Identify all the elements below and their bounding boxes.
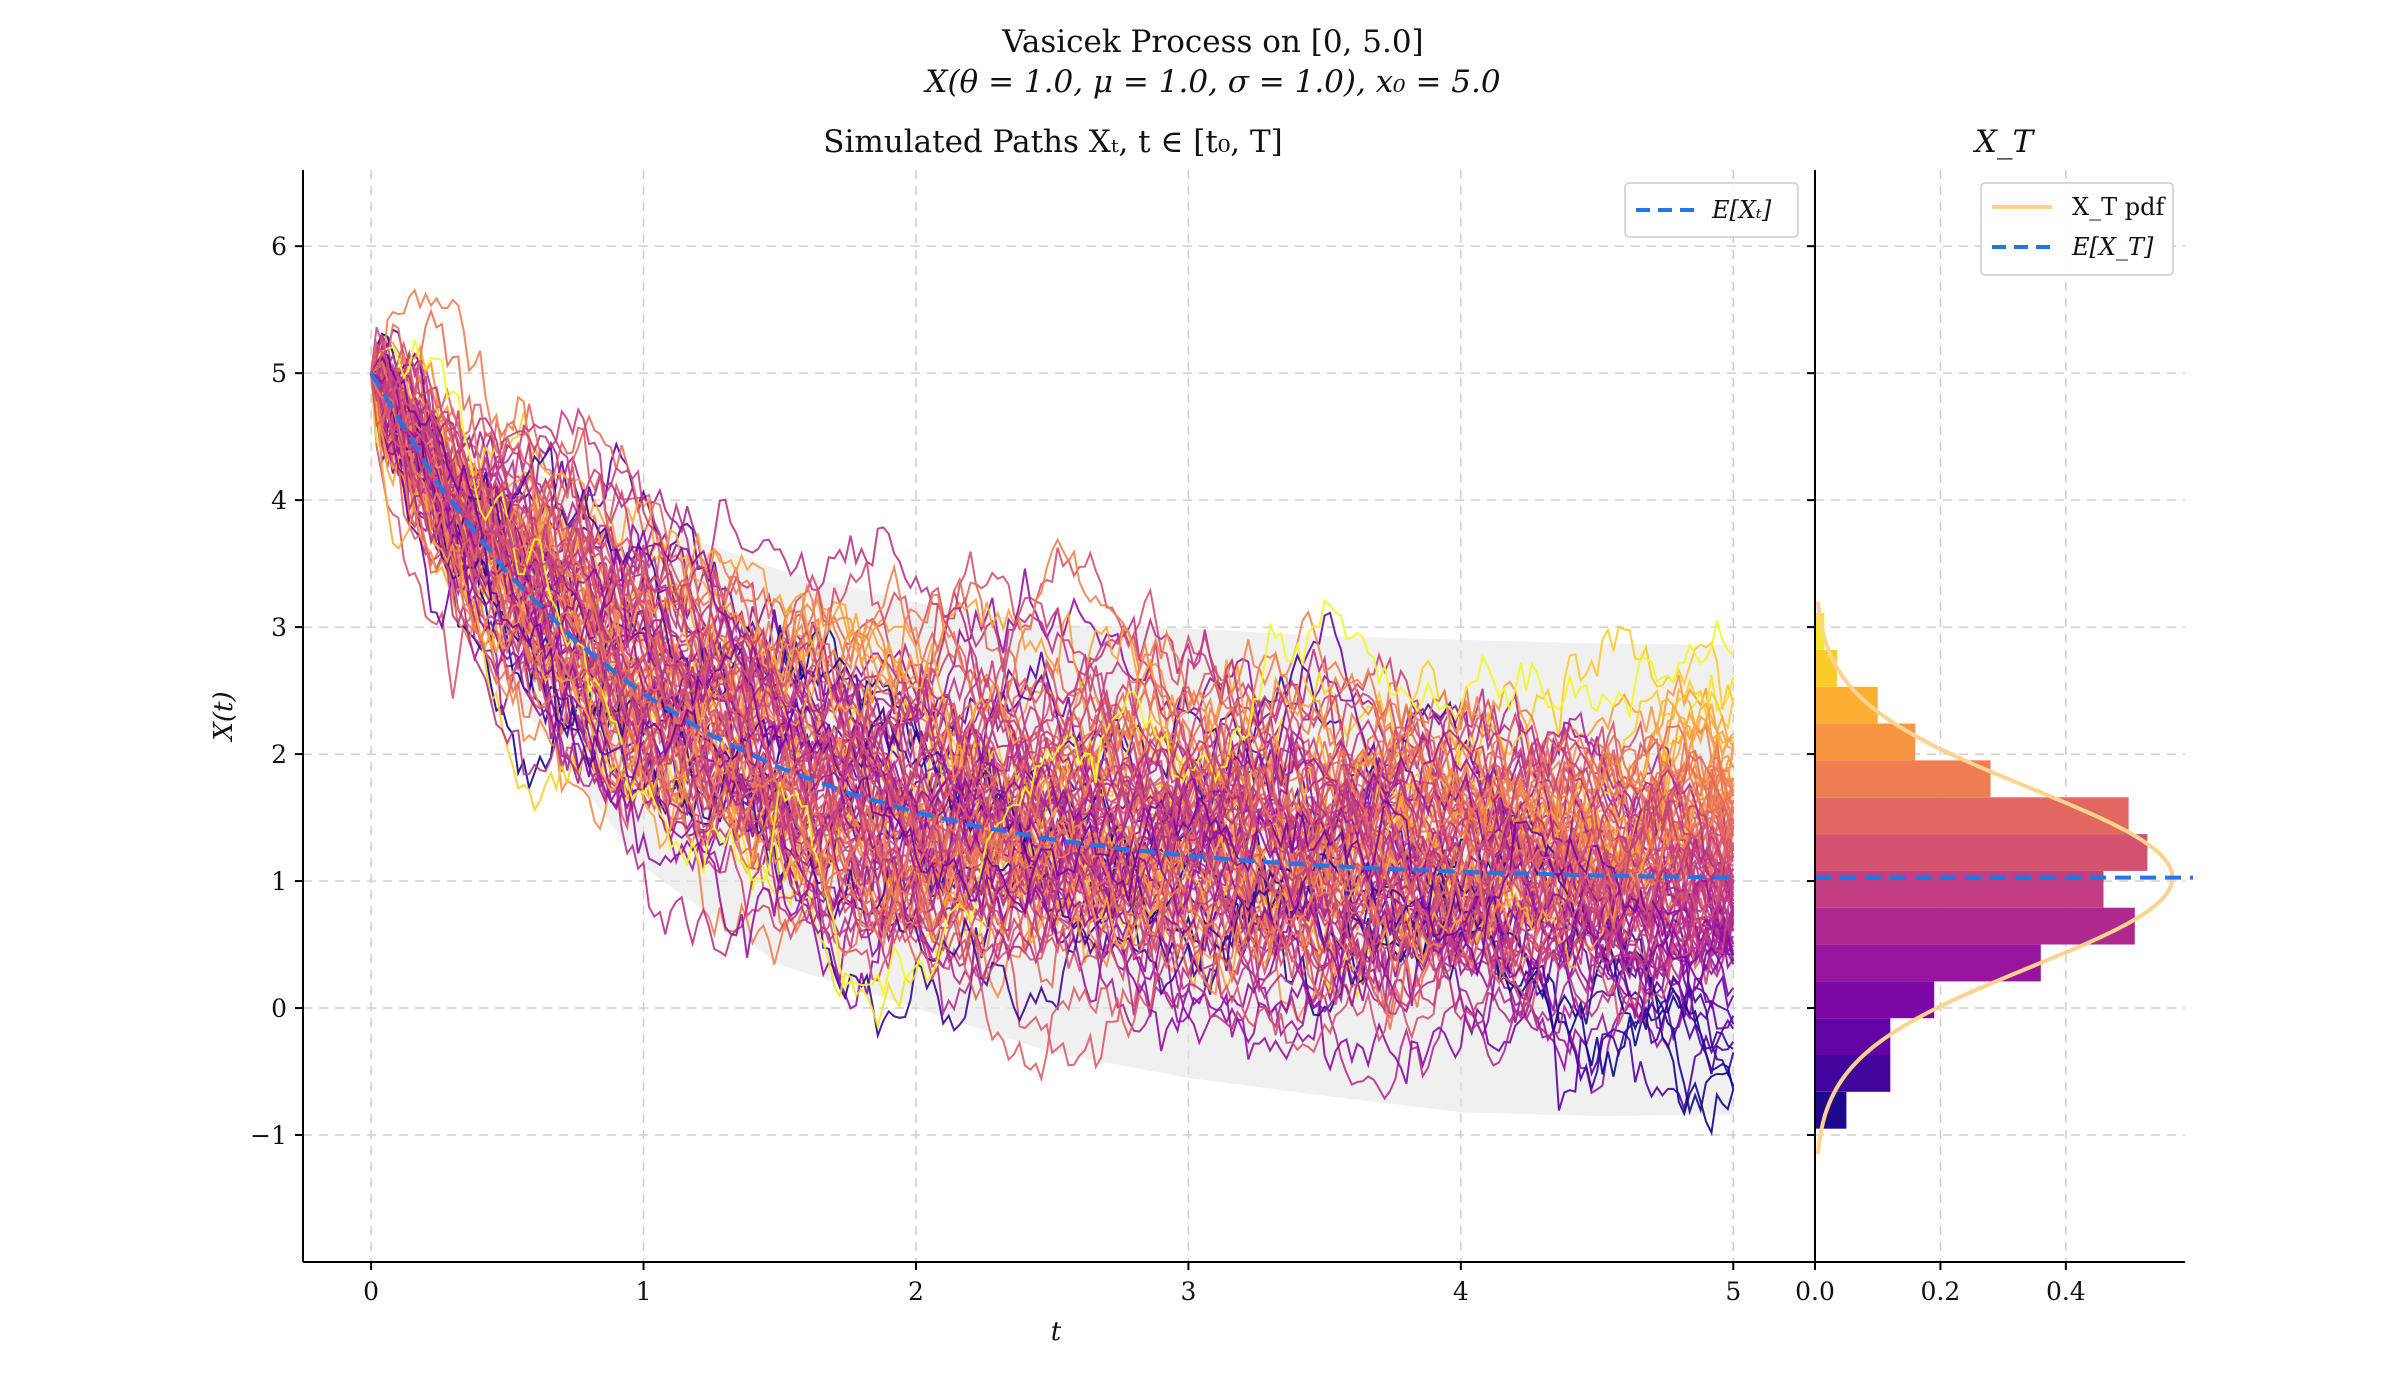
histogram-bar [1815, 870, 2104, 908]
terminal-legend: X_T pdf E[X_T] [1980, 182, 2174, 276]
simulated-path [370, 355, 1735, 998]
y-tick-label: 6 [271, 232, 287, 261]
simulated-path [370, 308, 1735, 915]
simulated-path [370, 372, 1735, 990]
simulated-path [370, 370, 1735, 1012]
histogram-bar [1815, 1018, 1891, 1055]
y-tick-label: 1 [271, 867, 287, 896]
y-tick-label: 5 [271, 359, 287, 388]
simulated-path [370, 372, 1735, 1041]
simulated-path [370, 340, 1735, 1083]
y-tick-label: 2 [271, 740, 287, 769]
paths-x-ticks: 0 1 2 3 4 5 [363, 1262, 1741, 1306]
paths-panel-title: Simulated Paths Xₜ, t ∈ [t₀, T] [823, 124, 1283, 160]
x-tick-label: 2 [908, 1277, 924, 1306]
x-tick-label: 1 [636, 1277, 652, 1306]
y-tick-label: −1 [250, 1121, 287, 1150]
pdf-legend-label: X_T pdf [2072, 193, 2166, 221]
simulated-path [370, 372, 1734, 1014]
histogram-bar [1815, 723, 1916, 761]
paths-y-ticks: −1 0 1 2 3 4 5 6 [250, 232, 303, 1150]
histogram-bar [1815, 613, 1825, 650]
paths-legend: E[Xₜ] [1624, 182, 1799, 238]
histogram-bar [1815, 650, 1837, 687]
simulated-path [370, 373, 1735, 994]
y-tick-label: 0 [271, 994, 287, 1023]
paths-legend-box [1624, 182, 1799, 238]
mean-legend-label: E[X_T] [2071, 233, 2154, 261]
simulated-path [370, 362, 1735, 961]
simulated-path [370, 363, 1735, 1018]
x-tick-label: 0 [363, 1277, 379, 1306]
terminal-panel-title: X_T [1973, 124, 2036, 160]
histogram-bar [1815, 944, 2041, 982]
paths-legend-label: E[Xₜ] [1711, 196, 1772, 224]
x-tick-label: 5 [1725, 1277, 1741, 1306]
paths-panel: Simulated Paths Xₜ, t ∈ [t₀, T] 0 1 2 3 4 5 −… [209, 124, 1815, 1347]
x-tick-label: 3 [1180, 1277, 1196, 1306]
figure-subtitle: X(θ = 1.0, μ = 1.0, σ = 1.0), x₀ = 5.0 [923, 64, 1500, 100]
x-tick-label: 0.0 [1795, 1277, 1835, 1306]
x-tick-label: 0.2 [1921, 1277, 1961, 1306]
simulated-path [371, 348, 1734, 919]
y-tick-label: 4 [271, 486, 287, 515]
simulated-path [370, 334, 1735, 1021]
terminal-y-ticks [1807, 245, 1815, 1137]
x-tick-label: 4 [1453, 1277, 1469, 1306]
simulated-path [370, 363, 1735, 1031]
simulated-path [370, 372, 1735, 972]
terminal-distribution-panel: X_T 0.0 0.2 0.4 X_T pdf E[X_T] [1795, 124, 2193, 1306]
y-tick-label: 3 [271, 613, 287, 642]
histogram-bar [1815, 797, 2129, 835]
paths-x-axis-label: t [1051, 1317, 1062, 1347]
x-tick-label: 0.4 [2046, 1277, 2086, 1306]
simulated-paths [370, 288, 1735, 1137]
figure-title: Vasicek Process on [0, 5.0] [1001, 24, 1423, 60]
simulated-path [370, 363, 1735, 996]
histogram-bar [1815, 1055, 1891, 1092]
histogram-bar [1815, 907, 2135, 945]
histogram-bar [1815, 981, 1935, 1019]
terminal-x-ticks: 0.0 0.2 0.4 [1795, 1262, 2086, 1306]
simulated-path [370, 339, 1735, 999]
paths-y-axis-label: X(t) [209, 691, 239, 742]
paths-axes [302, 170, 1815, 1263]
histogram-bars [1815, 613, 2148, 1129]
terminal-axes [1814, 170, 2185, 1263]
histogram-bar [1815, 760, 1991, 798]
expected-value-line [369, 372, 1734, 880]
histogram-bar [1815, 834, 2148, 871]
simulated-path [370, 373, 1734, 968]
